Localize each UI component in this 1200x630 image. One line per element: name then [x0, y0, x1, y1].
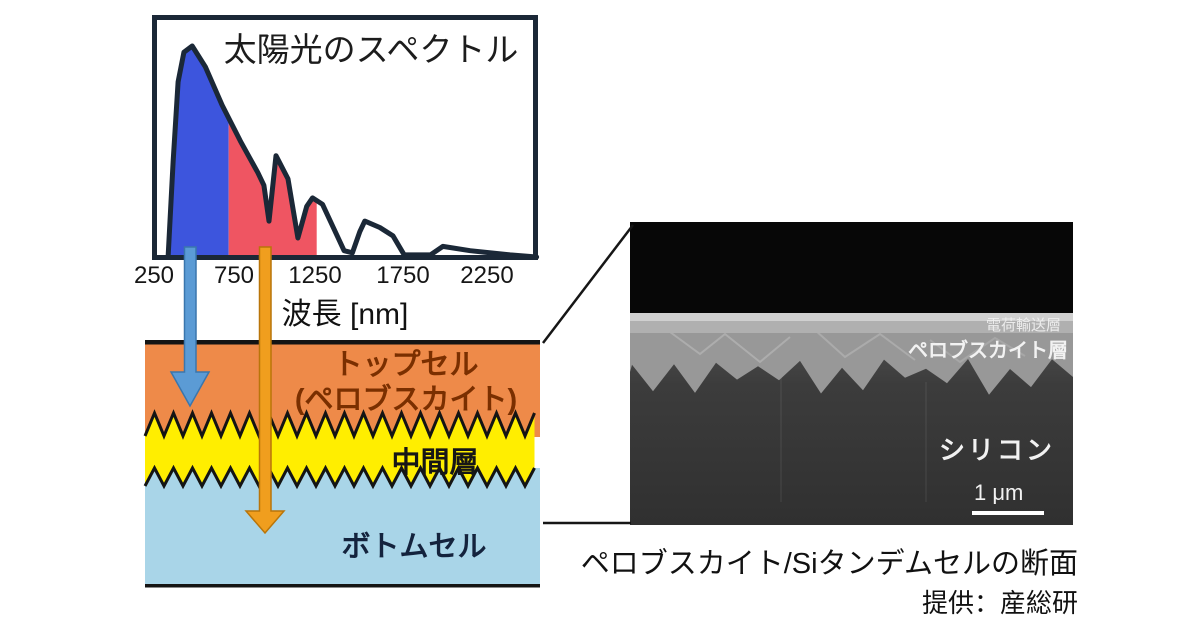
- sem-vacuum-region: [630, 222, 1073, 313]
- top-cell-label-line1: トップセル: [333, 349, 479, 381]
- sem-cross-section-image: 電荷輸送層 ペロブスカイト層 シリコン 1 μm: [630, 222, 1073, 525]
- sem-scale-bar: [972, 511, 1044, 515]
- sem-transport-layer-label: 電荷輸送層: [985, 317, 1061, 334]
- sem-transport-band: [630, 313, 1073, 321]
- sem-grain-line: [929, 336, 1026, 364]
- top-cell-label-line2: (ペロブスカイト): [294, 384, 518, 416]
- sem-perovskite-band: [630, 313, 1073, 395]
- sem-streak: [780, 372, 782, 502]
- x-axis-label: 波長 [nm]: [281, 298, 409, 331]
- chart-border: [152, 15, 538, 260]
- sem-midband: [630, 320, 1073, 333]
- chart-title: 太陽光のスペクトル: [223, 31, 519, 68]
- caption-block: ペロブスカイト/Siタンデムセルの断面 提供：産総研: [560, 546, 1078, 620]
- zoom-connector-top: [542, 224, 634, 344]
- spectrum-blue-region: [168, 46, 229, 257]
- intermediate-layer-label: 中間層: [391, 447, 479, 479]
- sem-streak: [925, 382, 927, 502]
- x-tick-250: 250: [133, 262, 175, 289]
- zigzag-interface-top: [143, 409, 536, 440]
- sem-grain-line: [669, 331, 791, 364]
- x-tick-2250: 2250: [460, 262, 514, 289]
- x-tick-1250: 1250: [288, 262, 342, 289]
- sem-perovskite-layer-label: ペロブスカイト層: [908, 340, 1068, 362]
- x-tick-750: 750: [213, 262, 255, 289]
- stack-top-line: [145, 340, 540, 345]
- caption-title: ペロブスカイト/Siタンデムセルの断面: [580, 548, 1078, 580]
- tandem-cell-stack: [143, 340, 540, 588]
- spectrum-curve: [165, 43, 540, 260]
- solar-spectrum-chart: [152, 15, 540, 260]
- sem-silicon-label: シリコン: [938, 435, 1055, 465]
- sem-grain-line: [814, 329, 916, 361]
- x-tick-1750: 1750: [376, 262, 430, 289]
- bottom-cell-layer: [145, 468, 540, 585]
- sem-scale-text: 1 μm: [974, 480, 1024, 505]
- sem-texture: [630, 222, 1073, 525]
- zigzag-interface-bottom: [143, 464, 536, 490]
- bottom-cell-label: ボトムセル: [341, 531, 487, 563]
- stack-bottom-line: [145, 584, 540, 588]
- caption-credit: 提供：産総研: [921, 588, 1078, 618]
